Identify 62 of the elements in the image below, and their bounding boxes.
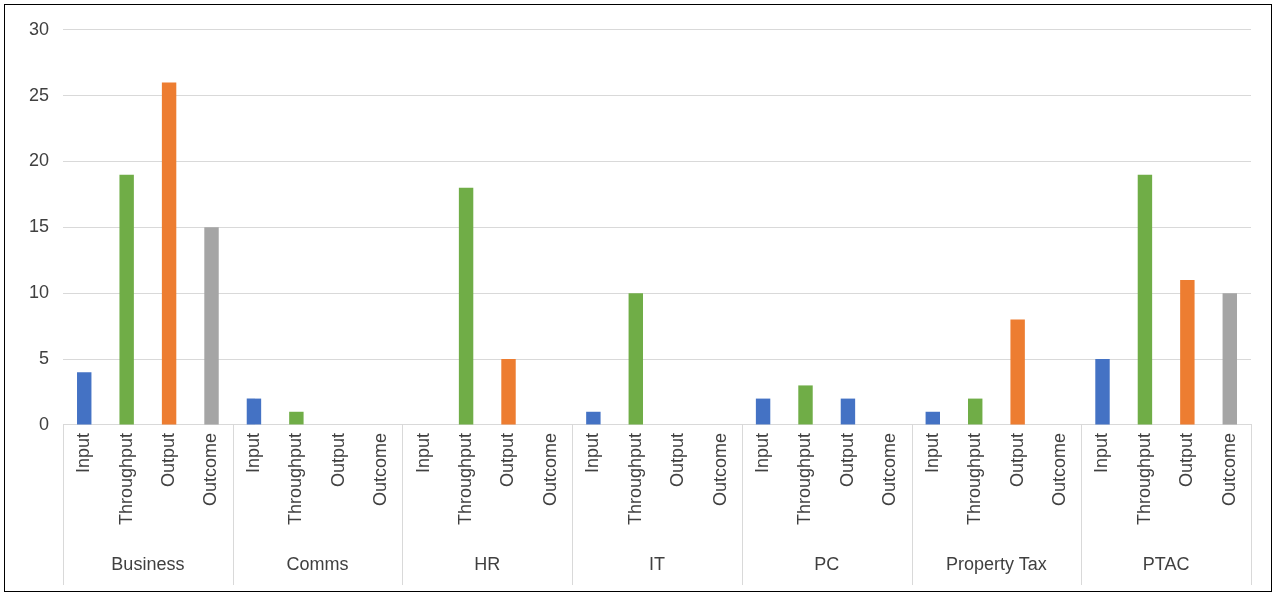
y-tick-label: 10 [28, 282, 50, 303]
bar [246, 398, 262, 425]
x-tick-label: Throughput [115, 432, 136, 526]
x-tick-label: Input [1091, 432, 1112, 473]
x-tick-label: Outcome [539, 432, 560, 506]
bar [1180, 280, 1195, 425]
text: HR [474, 553, 501, 574]
bar [77, 372, 92, 425]
bar [968, 398, 983, 425]
x-tick-label: Output [1006, 432, 1027, 487]
x-tick-label: Outcome [200, 432, 221, 506]
x-tick-label: Input [242, 432, 263, 473]
bar [840, 398, 856, 425]
x-tick-label: Output [158, 432, 179, 487]
bar [755, 398, 771, 425]
x-tick-label: Input [752, 432, 773, 473]
bar [1222, 293, 1237, 425]
bar [119, 174, 134, 425]
x-tick-label: Output [836, 432, 857, 487]
bar [161, 82, 177, 425]
y-tick-label: 15 [28, 216, 50, 237]
text: Comms [286, 553, 349, 574]
bar [586, 411, 601, 425]
bar [458, 187, 474, 425]
y-tick-label: 30 [28, 18, 50, 39]
x-tick-label: Input [73, 432, 94, 473]
y-tick-label: 0 [39, 413, 50, 434]
y-tick-label: 5 [39, 348, 50, 369]
text: Business [111, 553, 185, 574]
x-tick-label: Throughput [1133, 432, 1154, 526]
x-tick-label: Throughput [285, 432, 306, 526]
bar [289, 411, 304, 425]
bar [925, 411, 940, 425]
x-tick-label: Throughput [794, 432, 815, 526]
bar [1095, 359, 1110, 425]
x-tick-label: Outcome [879, 432, 900, 506]
bar [628, 293, 644, 425]
bar [798, 385, 813, 425]
text: Property Tax [946, 553, 1047, 574]
x-tick-label: Outcome [1218, 432, 1239, 506]
y-tick-label: 20 [28, 150, 50, 171]
x-tick-label: Output [497, 432, 518, 487]
x-tick-label: Outcome [709, 432, 730, 506]
x-tick-label: Output [1176, 432, 1197, 487]
x-tick-label: Throughput [624, 432, 645, 526]
x-tick-label: Input [582, 432, 603, 473]
text: IT [649, 553, 666, 574]
bar [1137, 174, 1153, 425]
y-tick-label: 25 [28, 84, 50, 105]
x-tick-label: Throughput [964, 432, 985, 526]
x-tick-label: Input [412, 432, 433, 473]
x-tick-label: Outcome [370, 432, 391, 506]
bar [204, 227, 219, 425]
x-tick-label: Output [667, 432, 688, 487]
text: PC [814, 553, 840, 574]
x-tick-label: Throughput [455, 432, 476, 526]
x-tick-label: Outcome [1049, 432, 1070, 506]
bar [1010, 319, 1025, 425]
bar [501, 359, 516, 425]
x-tick-label: Input [921, 432, 942, 473]
x-tick-label: Output [327, 432, 348, 487]
text: PTAC [1142, 553, 1190, 574]
